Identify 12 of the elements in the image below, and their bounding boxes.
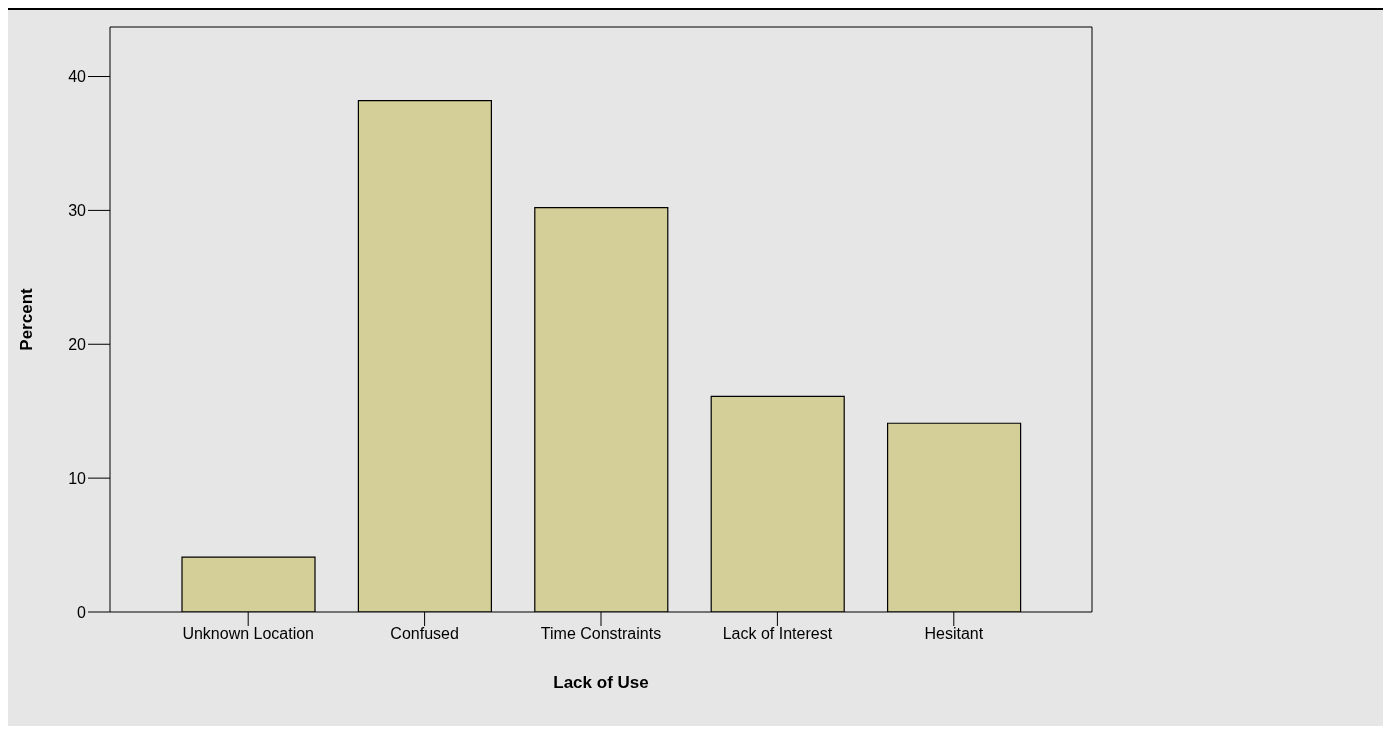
x-axis-title: Lack of Use: [553, 673, 649, 692]
y-tick-label: 40: [68, 68, 87, 86]
x-tick-label: Hesitant: [924, 625, 984, 643]
x-tick-label: Time Constraints: [540, 625, 662, 643]
x-tick-label: Unknown Location: [182, 625, 315, 643]
y-tick-label: 10: [68, 469, 87, 487]
y-tick-label: 30: [68, 202, 87, 220]
x-tick-label: Lack of Interest: [722, 625, 833, 643]
y-tick-label: 0: [77, 603, 87, 621]
y-axis-title: Percent: [17, 287, 37, 351]
y-tick-label: 20: [68, 335, 87, 353]
x-tick-label: Confused: [390, 625, 459, 643]
